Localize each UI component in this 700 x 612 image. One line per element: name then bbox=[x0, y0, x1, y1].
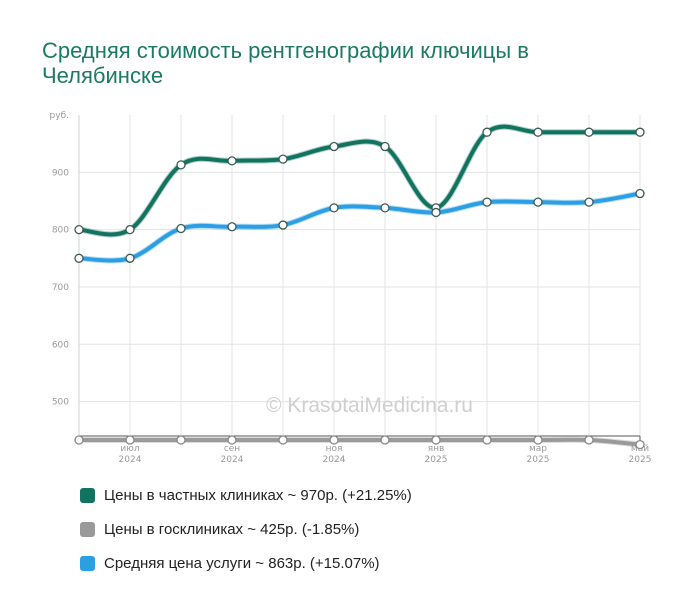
watermark: © KrasotaiMedicina.ru bbox=[266, 394, 473, 417]
legend-item-public[interactable]: Цены в госклиниках ~ 425р. (-1.85%) bbox=[80, 518, 412, 540]
x-tick-month: янв bbox=[428, 444, 445, 454]
y-tick-label: 800 bbox=[52, 226, 69, 236]
data-point-average bbox=[635, 188, 645, 199]
data-point-private bbox=[635, 127, 645, 137]
legend-swatch-average bbox=[80, 555, 95, 571]
x-tick-month: мар bbox=[529, 444, 547, 454]
x-tick-year: 2024 bbox=[119, 455, 142, 465]
data-point-private bbox=[278, 154, 288, 164]
data-point-private bbox=[227, 156, 237, 166]
data-point-private bbox=[329, 141, 339, 152]
data-point-private bbox=[533, 127, 543, 137]
data-point-private bbox=[125, 224, 135, 235]
data-point-public bbox=[125, 435, 135, 445]
x-tick-year: 2024 bbox=[323, 455, 346, 465]
line-chart: 500600700800900руб.июл2024сен2024ноя2024… bbox=[50, 111, 652, 465]
data-point-public bbox=[329, 435, 339, 445]
x-tick-month: сен bbox=[224, 444, 240, 454]
data-point-public bbox=[635, 439, 645, 450]
data-point-public bbox=[431, 435, 441, 445]
data-point-public bbox=[278, 435, 288, 445]
y-tick-label: 900 bbox=[52, 168, 69, 178]
data-point-private bbox=[380, 141, 390, 152]
legend-label-average: Средняя цена услуги ~ 863р. (+15.07%) bbox=[104, 554, 380, 572]
x-tick-year: 2025 bbox=[425, 455, 448, 465]
data-point-average bbox=[329, 203, 339, 213]
legend-swatch-private bbox=[80, 487, 95, 503]
data-point-average bbox=[74, 253, 84, 263]
x-tick-year: 2024 bbox=[221, 455, 244, 465]
y-tick-label: 500 bbox=[52, 398, 69, 408]
data-point-average bbox=[176, 223, 186, 234]
legend-swatch-public bbox=[80, 521, 95, 537]
legend-item-average[interactable]: Средняя цена услуги ~ 863р. (+15.07%) bbox=[80, 552, 412, 574]
data-point-average bbox=[431, 207, 441, 218]
x-tick-year: 2025 bbox=[629, 455, 652, 465]
data-point-public bbox=[380, 435, 390, 445]
data-point-public bbox=[74, 435, 84, 445]
data-point-private bbox=[584, 127, 594, 137]
data-point-private bbox=[74, 224, 84, 235]
y-unit-label: руб. bbox=[50, 111, 69, 121]
data-point-public bbox=[482, 435, 492, 445]
y-tick-label: 600 bbox=[52, 340, 69, 350]
data-point-public bbox=[533, 435, 543, 445]
data-point-public bbox=[227, 435, 237, 445]
data-point-average bbox=[227, 222, 237, 232]
legend-label-public: Цены в госклиниках ~ 425р. (-1.85%) bbox=[104, 520, 360, 538]
data-point-private bbox=[482, 127, 492, 137]
data-point-average bbox=[380, 203, 390, 213]
data-point-average bbox=[533, 197, 543, 207]
data-point-average bbox=[125, 253, 135, 263]
chart-legend: Цены в частных клиниках ~ 970р. (+21.25%… bbox=[80, 484, 412, 586]
data-point-average bbox=[278, 220, 288, 230]
legend-item-private[interactable]: Цены в частных клиниках ~ 970р. (+21.25%… bbox=[80, 484, 412, 506]
data-point-average bbox=[584, 197, 594, 207]
x-tick-month: ноя bbox=[326, 444, 343, 454]
data-point-private bbox=[176, 160, 186, 170]
series-line-average bbox=[77, 191, 642, 263]
legend-label-private: Цены в частных клиниках ~ 970р. (+21.25%… bbox=[104, 486, 412, 504]
data-point-average bbox=[482, 197, 492, 207]
data-point-public bbox=[584, 435, 594, 445]
chart-title: Средняя стоимость рентгенографии ключицы… bbox=[42, 38, 529, 88]
x-tick-year: 2025 bbox=[527, 455, 550, 465]
x-tick-month: июл bbox=[120, 444, 139, 454]
y-tick-label: 700 bbox=[52, 283, 69, 293]
data-point-public bbox=[176, 435, 186, 445]
